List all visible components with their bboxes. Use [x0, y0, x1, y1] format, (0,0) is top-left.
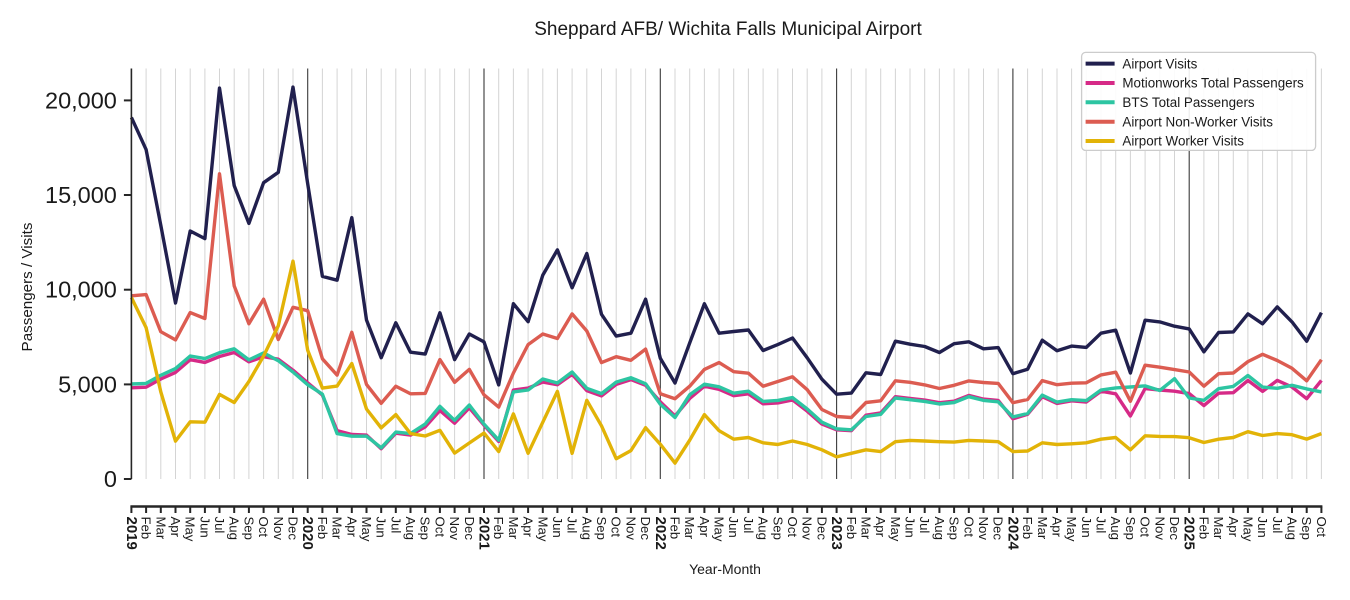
- svg-text:Dec: Dec: [991, 517, 1006, 541]
- svg-text:20,000: 20,000: [45, 87, 117, 113]
- svg-text:Airport Worker Visits: Airport Worker Visits: [1122, 134, 1244, 149]
- svg-text:Motionworks Total Passengers: Motionworks Total Passengers: [1122, 76, 1304, 91]
- svg-text:May: May: [1240, 517, 1255, 542]
- svg-text:Feb: Feb: [668, 517, 683, 540]
- svg-text:Jun: Jun: [903, 517, 918, 538]
- svg-text:Dec: Dec: [1167, 517, 1182, 541]
- svg-text:2023: 2023: [828, 517, 845, 550]
- svg-text:2022: 2022: [652, 517, 669, 550]
- svg-text:Mar: Mar: [153, 517, 168, 540]
- svg-text:2020: 2020: [299, 517, 316, 550]
- svg-text:Aug: Aug: [579, 517, 594, 540]
- svg-text:Nov: Nov: [623, 517, 638, 541]
- svg-text:Sep: Sep: [1123, 517, 1138, 540]
- svg-text:Feb: Feb: [844, 517, 859, 540]
- svg-text:Mar: Mar: [682, 517, 697, 540]
- svg-text:10,000: 10,000: [45, 277, 117, 303]
- svg-text:Sep: Sep: [241, 517, 256, 540]
- svg-text:Mar: Mar: [859, 517, 874, 540]
- svg-text:Apr: Apr: [873, 517, 888, 538]
- svg-text:Jul: Jul: [1094, 517, 1109, 534]
- svg-text:Airport Non-Worker Visits: Airport Non-Worker Visits: [1122, 114, 1273, 129]
- svg-text:Oct: Oct: [785, 517, 800, 538]
- svg-text:Dec: Dec: [814, 517, 829, 541]
- svg-text:Oct: Oct: [1314, 517, 1329, 538]
- svg-text:Dec: Dec: [462, 517, 477, 541]
- svg-text:Oct: Oct: [432, 517, 447, 538]
- svg-text:Airport Visits: Airport Visits: [1122, 56, 1197, 71]
- svg-text:May: May: [712, 517, 727, 542]
- svg-text:Dec: Dec: [286, 517, 301, 541]
- svg-text:Apr: Apr: [1050, 517, 1065, 538]
- svg-text:Sep: Sep: [418, 517, 433, 540]
- svg-text:15,000: 15,000: [45, 182, 117, 208]
- svg-text:May: May: [359, 517, 374, 542]
- svg-text:Mar: Mar: [330, 517, 345, 540]
- svg-text:Jun: Jun: [726, 517, 741, 538]
- svg-text:2021: 2021: [476, 517, 493, 550]
- svg-text:Jun: Jun: [1079, 517, 1094, 538]
- svg-text:May: May: [535, 517, 550, 542]
- svg-text:Nov: Nov: [271, 517, 286, 541]
- svg-text:Feb: Feb: [491, 517, 506, 540]
- svg-text:0: 0: [104, 466, 117, 492]
- svg-text:Passengers / Visits: Passengers / Visits: [19, 222, 36, 351]
- svg-text:Aug: Aug: [756, 517, 771, 540]
- svg-text:Oct: Oct: [256, 517, 271, 538]
- svg-text:2024: 2024: [1004, 517, 1021, 551]
- svg-text:Feb: Feb: [315, 517, 330, 540]
- svg-text:Jun: Jun: [374, 517, 389, 538]
- svg-text:Feb: Feb: [139, 517, 154, 540]
- svg-text:Sep: Sep: [594, 517, 609, 540]
- svg-text:Feb: Feb: [1196, 517, 1211, 540]
- svg-text:Oct: Oct: [1138, 517, 1153, 538]
- svg-text:Jul: Jul: [917, 517, 932, 534]
- svg-text:May: May: [183, 517, 198, 542]
- svg-text:Sheppard AFB/ Wichita Falls Mu: Sheppard AFB/ Wichita Falls Municipal Ai…: [534, 19, 922, 40]
- svg-text:Aug: Aug: [1108, 517, 1123, 540]
- svg-text:Dec: Dec: [638, 517, 653, 541]
- svg-text:Apr: Apr: [344, 517, 359, 538]
- svg-text:Apr: Apr: [1226, 517, 1241, 538]
- svg-text:Feb: Feb: [1020, 517, 1035, 540]
- svg-text:Aug: Aug: [1285, 517, 1300, 540]
- svg-text:Apr: Apr: [521, 517, 536, 538]
- svg-text:Year-Month: Year-Month: [689, 561, 761, 577]
- svg-text:Jul: Jul: [212, 517, 227, 534]
- svg-text:Mar: Mar: [1035, 517, 1050, 540]
- svg-text:May: May: [888, 517, 903, 542]
- svg-text:Nov: Nov: [976, 517, 991, 541]
- svg-text:Oct: Oct: [609, 517, 624, 538]
- svg-text:Nov: Nov: [447, 517, 462, 541]
- svg-text:Jul: Jul: [1270, 517, 1285, 534]
- svg-text:May: May: [1064, 517, 1079, 542]
- svg-text:BTS Total Passengers: BTS Total Passengers: [1122, 95, 1255, 110]
- svg-text:Mar: Mar: [506, 517, 521, 540]
- svg-text:Jun: Jun: [1255, 517, 1270, 538]
- svg-text:Aug: Aug: [403, 517, 418, 540]
- svg-text:Jul: Jul: [565, 517, 580, 534]
- svg-text:Jul: Jul: [741, 517, 756, 534]
- svg-text:Jul: Jul: [388, 517, 403, 534]
- svg-text:Aug: Aug: [227, 517, 242, 540]
- svg-text:Jun: Jun: [550, 517, 565, 538]
- svg-text:2019: 2019: [123, 517, 140, 550]
- svg-text:Nov: Nov: [1152, 517, 1167, 541]
- svg-text:Apr: Apr: [697, 517, 712, 538]
- svg-text:Sep: Sep: [770, 517, 785, 540]
- svg-text:Nov: Nov: [800, 517, 815, 541]
- svg-text:Mar: Mar: [1211, 517, 1226, 540]
- svg-text:Oct: Oct: [961, 517, 976, 538]
- svg-text:2025: 2025: [1181, 517, 1198, 550]
- svg-text:Sep: Sep: [1299, 517, 1314, 540]
- svg-text:Apr: Apr: [168, 517, 183, 538]
- svg-text:Sep: Sep: [947, 517, 962, 540]
- svg-text:Jun: Jun: [197, 517, 212, 538]
- svg-text:5,000: 5,000: [58, 371, 117, 397]
- svg-text:Aug: Aug: [932, 517, 947, 540]
